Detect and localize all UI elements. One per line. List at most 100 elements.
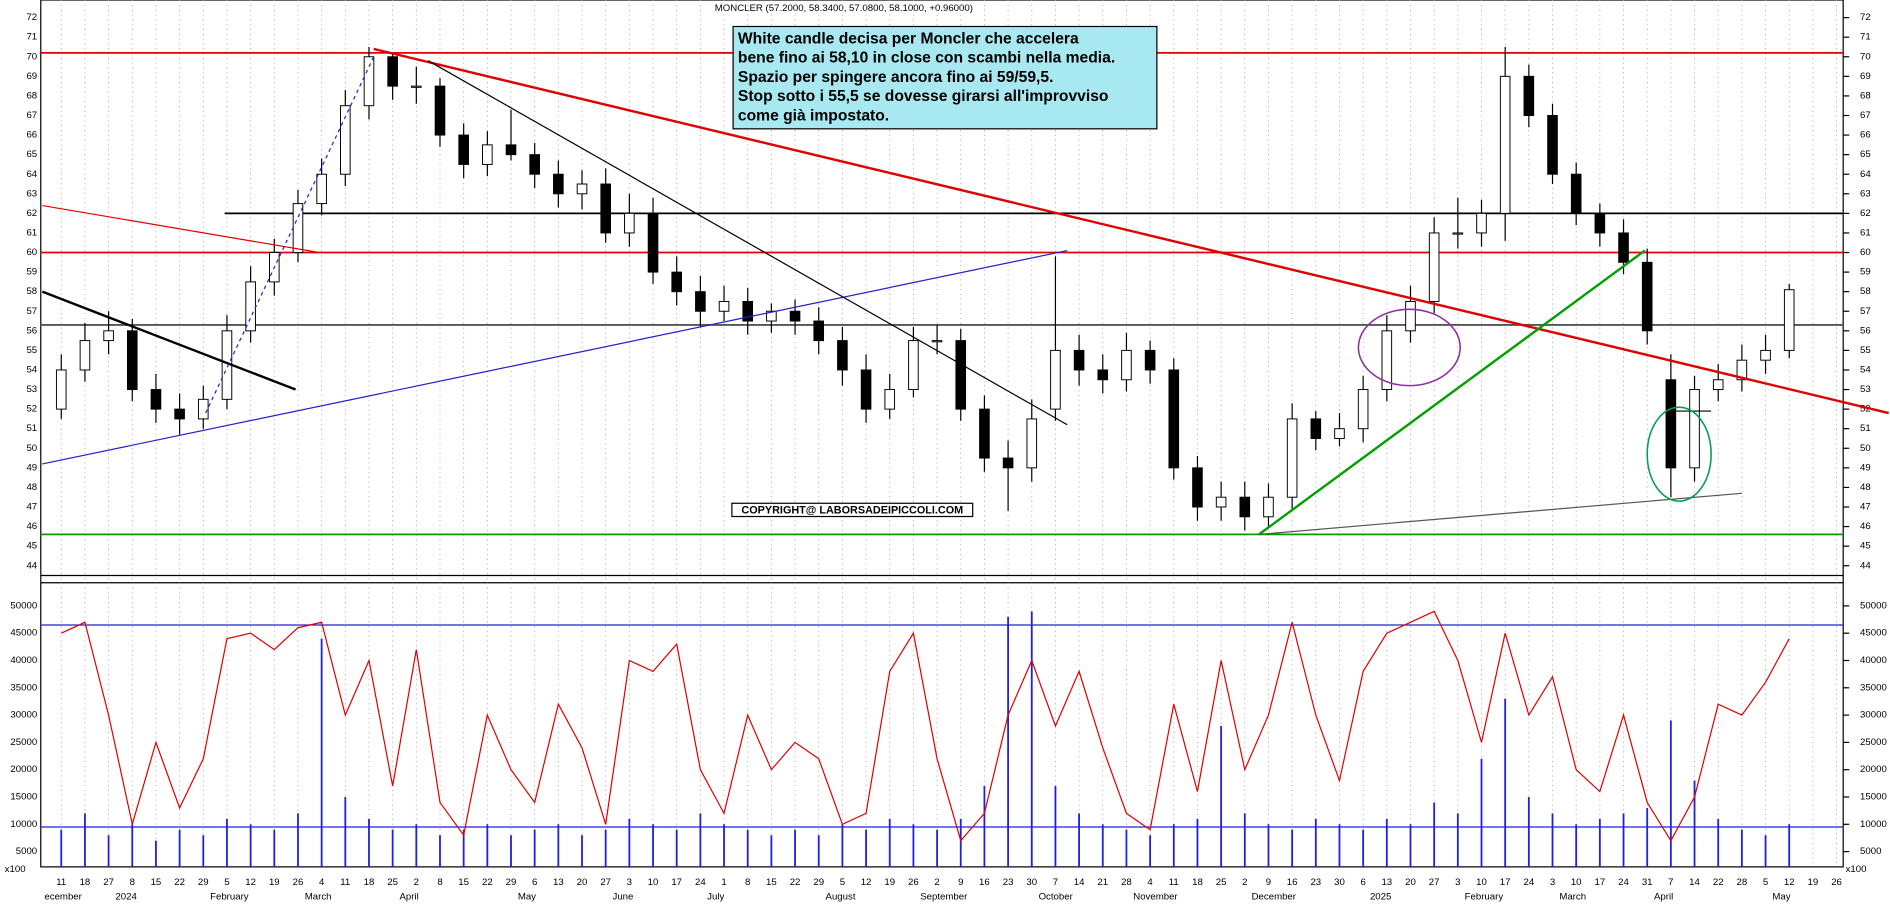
x-tick-label: 28 xyxy=(1121,877,1132,888)
annotation-line: bene fino ai 58,10 in close con scambi n… xyxy=(738,50,1115,67)
x-tick-label: 6 xyxy=(1360,877,1365,888)
candle-body xyxy=(1073,349,1085,371)
candle-body xyxy=(458,134,469,165)
x-tick-label: 19 xyxy=(1808,877,1819,888)
x-tick-label: 14 xyxy=(1689,877,1700,888)
y-tick-label: 62 xyxy=(26,208,37,219)
annotation-line: White candle decisa per Moncler che acce… xyxy=(738,30,1079,47)
x-tick-label: 24 xyxy=(1523,877,1534,888)
x-tick-label: 2 xyxy=(934,877,939,888)
x-tick-label: 16 xyxy=(979,877,990,888)
x-tick-label: 1 xyxy=(721,877,726,888)
x-tick-label: 15 xyxy=(151,877,162,888)
candle-body xyxy=(1310,418,1322,439)
y-tick-label: 45000 xyxy=(10,628,37,639)
candle-body xyxy=(434,85,446,136)
y-tick-label: 66 xyxy=(26,130,37,141)
y-tick-label: 53 xyxy=(26,384,37,395)
candle-body xyxy=(1689,389,1700,469)
y-tick-label: 48 xyxy=(1860,482,1871,493)
y-tick-label: 30000 xyxy=(10,710,37,721)
candle-body xyxy=(1192,467,1203,508)
header: MONCLER (57.2000, 58.3400, 57.0800, 58.1… xyxy=(715,3,973,14)
x-tick-label: 19 xyxy=(269,877,280,888)
x-tick-label: 3 xyxy=(1550,877,1555,888)
y-tick-label: 30000 xyxy=(1860,710,1887,721)
x-tick-label: 18 xyxy=(1192,877,1203,888)
trend-line xyxy=(427,60,1068,426)
candle-body xyxy=(103,330,114,342)
x-tick-label: 27 xyxy=(103,877,114,888)
candle-body xyxy=(600,183,611,234)
y-tick-label: 61 xyxy=(26,227,37,238)
x-tick-label: 8 xyxy=(437,877,442,888)
candle-body xyxy=(1121,349,1132,381)
candle-body xyxy=(1286,418,1298,498)
x-tick-label: 18 xyxy=(364,877,375,888)
y-tick-label: 50000 xyxy=(10,600,37,611)
y-tick-label: 69 xyxy=(1860,71,1871,82)
x-tick-label: 22 xyxy=(1713,877,1724,888)
x-tick-label: 4 xyxy=(1147,877,1153,888)
candle-body xyxy=(742,300,754,322)
y-tick-label: 54 xyxy=(1860,365,1871,376)
y-tick-label: 45000 xyxy=(1860,628,1887,639)
candle-body xyxy=(789,310,801,322)
x-tick-label: 12 xyxy=(245,877,256,888)
candle-body xyxy=(695,291,706,312)
scale-label: x100 xyxy=(1846,864,1867,875)
y-tick-label: 60 xyxy=(1860,247,1871,258)
x-tick-label: 10 xyxy=(1476,877,1487,888)
candle-body xyxy=(908,340,919,391)
x-tick-label: 7 xyxy=(1668,877,1673,888)
y-tick-label: 56 xyxy=(26,325,37,336)
candle-body xyxy=(245,281,256,332)
month-label: June xyxy=(613,892,634,903)
month-label: May xyxy=(518,892,536,903)
y-tick-label: 20000 xyxy=(10,764,37,775)
y-tick-label: 68 xyxy=(1860,90,1871,101)
copyright-box xyxy=(731,502,974,518)
annotation-line: come già impostato. xyxy=(738,107,889,124)
candle-body xyxy=(1783,289,1795,351)
y-tick-label: 55 xyxy=(1860,345,1871,356)
candle-body xyxy=(1570,173,1582,214)
y-tick-label: 67 xyxy=(26,110,37,121)
x-tick-label: 29 xyxy=(813,877,824,888)
x-tick-label: 17 xyxy=(1594,877,1605,888)
y-tick-label: 70 xyxy=(26,51,37,62)
candle-body xyxy=(316,173,327,205)
candle-body xyxy=(340,105,351,175)
x-tick-label: 8 xyxy=(130,877,135,888)
month-label: November xyxy=(1133,892,1178,903)
candle-body xyxy=(718,300,730,312)
y-tick-label: 49 xyxy=(26,462,37,473)
trend-line xyxy=(1258,249,1646,536)
candle-body xyxy=(837,340,848,371)
x-tick-label: 20 xyxy=(577,877,588,888)
scale-label: x100 xyxy=(5,864,26,875)
candle-body xyxy=(1499,75,1511,214)
y-tick-label: 51 xyxy=(1860,423,1871,434)
x-tick-label: 3 xyxy=(1455,877,1460,888)
candle-body xyxy=(1050,349,1061,410)
x-tick-label: 23 xyxy=(1310,877,1321,888)
candle-body xyxy=(1381,330,1393,391)
candle-body xyxy=(1215,496,1227,508)
annotation-background xyxy=(732,25,1158,130)
y-tick-label: 58 xyxy=(26,286,37,297)
x-tick-label: 13 xyxy=(553,877,564,888)
y-tick-label: 15000 xyxy=(10,792,37,803)
month-label: April xyxy=(399,892,418,903)
x-tick-label: 29 xyxy=(198,877,209,888)
x-tick-label: 25 xyxy=(1216,877,1227,888)
y-tick-label: 72 xyxy=(26,12,37,23)
y-tick-label: 20000 xyxy=(1860,764,1887,775)
x-tick-label: 19 xyxy=(884,877,895,888)
candle-body xyxy=(1547,115,1558,175)
candle-body xyxy=(1263,496,1274,518)
y-tick-label: 35000 xyxy=(1860,682,1887,693)
month-label: March xyxy=(1559,892,1586,903)
month-label: August xyxy=(826,892,856,903)
x-tick-label: 9 xyxy=(1266,877,1271,888)
